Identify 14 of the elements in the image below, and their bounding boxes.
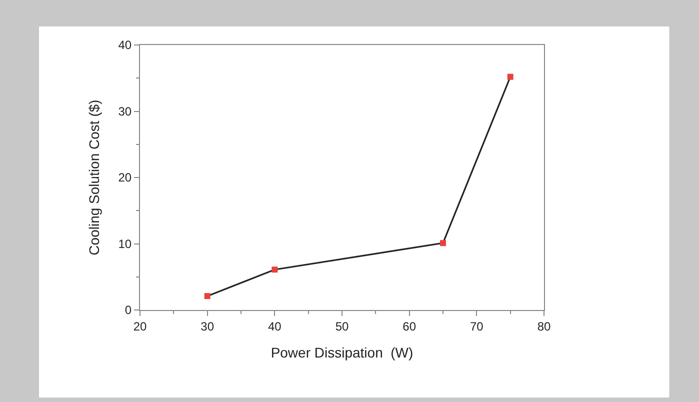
x-tick-label: 40 xyxy=(268,319,282,334)
y-tick-label: 30 xyxy=(118,104,132,118)
y-tick-label: 20 xyxy=(118,170,132,185)
x-tick-label: 20 xyxy=(133,319,147,334)
x-tick-label: 60 xyxy=(402,319,416,334)
y-axis-title: Cooling Solution Cost ($) xyxy=(86,100,102,256)
y-tick-label: 40 xyxy=(118,38,132,52)
x-tick-label: 70 xyxy=(470,319,484,334)
x-axis-title: Power Dissipation (W) xyxy=(270,344,414,361)
x-tick-label: 80 xyxy=(537,319,551,334)
x-tick-label: 30 xyxy=(200,319,214,334)
x-tick-label: 50 xyxy=(335,319,349,334)
y-tick-label: 0 xyxy=(124,303,132,318)
y-tick-label: 10 xyxy=(118,236,132,251)
